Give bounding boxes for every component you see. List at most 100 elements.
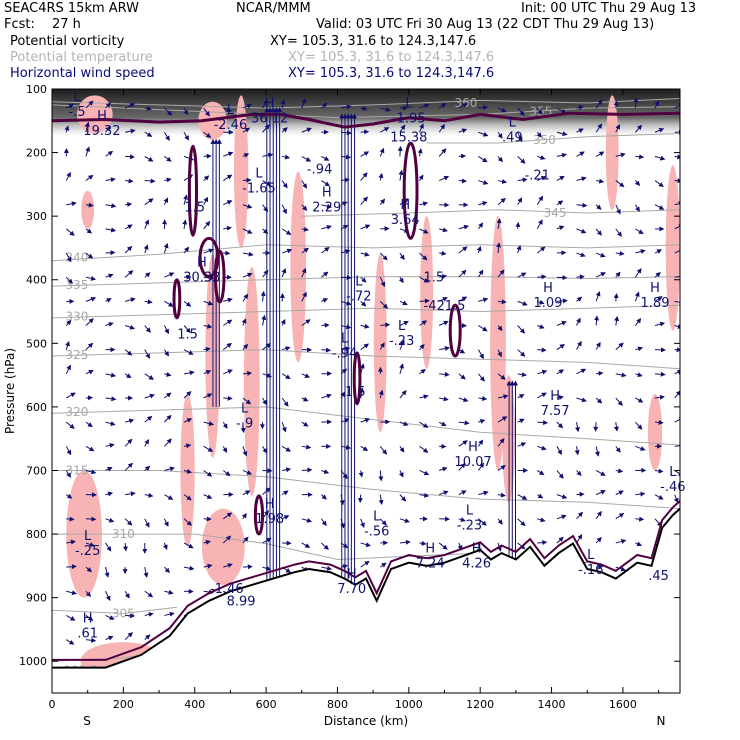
- wind-arrow: [66, 614, 76, 621]
- wind-arrow: [497, 492, 506, 498]
- wind-arrow: [379, 147, 385, 157]
- wind-arrow: [222, 512, 233, 520]
- wind-arrow: [282, 154, 291, 160]
- wind-arrow: [595, 470, 606, 476]
- wind-arrow: [615, 397, 623, 406]
- x-tick-label: 200: [113, 698, 134, 711]
- wind-arrow: [360, 560, 370, 568]
- y-tick-label: 300: [26, 210, 47, 223]
- wind-arrow: [281, 127, 288, 133]
- wind-arrow: [223, 319, 233, 326]
- wind-arrow: [281, 204, 287, 215]
- wind-arrow: [65, 276, 74, 284]
- wind-arrow: [125, 201, 133, 207]
- wind-arrow: [497, 373, 506, 380]
- wind-arrow: [321, 102, 328, 109]
- wind-arrow: [556, 536, 564, 544]
- wind-arrow: [84, 121, 90, 133]
- wind-arrow: [654, 100, 660, 109]
- wind-arrow: [458, 128, 468, 134]
- pv-fill-region: [605, 95, 619, 210]
- y-tick-label: 500: [26, 337, 47, 350]
- wind-arrow: [458, 246, 468, 254]
- wind-arrow: [105, 491, 114, 497]
- pv-fill-region: [81, 190, 95, 229]
- wind-arrow: [281, 445, 291, 452]
- wind-arrow: [242, 293, 249, 302]
- wind-arrow: [556, 421, 564, 429]
- x-tick-label: 0: [49, 698, 56, 711]
- theta-contour: [426, 133, 680, 144]
- wind-arrow: [477, 462, 485, 471]
- wind-arrow: [125, 154, 136, 160]
- wind-arrow: [478, 325, 488, 332]
- wind-arrow: [674, 248, 680, 254]
- wind-arrow: [458, 462, 466, 471]
- wind-arrow: [419, 492, 430, 498]
- wind-arrow: [419, 228, 429, 234]
- field-name-potential-temperature: Potential temperature: [10, 50, 153, 65]
- wind-arrow: [458, 153, 467, 159]
- wind-arrow: [164, 107, 173, 116]
- wind-arrow: [576, 151, 585, 157]
- wind-arrow: [125, 613, 136, 619]
- x-tick-label: 1400: [538, 698, 566, 711]
- wind-arrow: [576, 128, 584, 134]
- wind-arrow: [222, 421, 228, 429]
- wind-arrow: [537, 155, 546, 160]
- pv-contour: [448, 303, 462, 358]
- wind-arrow: [144, 272, 151, 278]
- wind-arrow: [674, 299, 680, 305]
- wind-arrow: [281, 490, 289, 496]
- wind-arrow: [478, 518, 487, 526]
- wind-arrow: [537, 445, 547, 451]
- wind-arrow: [458, 397, 469, 403]
- wind-arrow: [398, 470, 404, 478]
- theta-contour: [52, 244, 680, 262]
- extremum-value: -.25: [75, 544, 100, 559]
- wind-arrow: [222, 342, 232, 351]
- wind-arrow: [203, 539, 211, 545]
- wind-arrow: [105, 517, 115, 523]
- wind-arrow: [379, 252, 388, 261]
- pv-fill-region: [490, 216, 506, 471]
- wind-arrow: [458, 224, 469, 230]
- wind-arrow: [242, 153, 250, 158]
- wind-arrow: [360, 151, 370, 157]
- extremum-value: 19.32: [83, 124, 120, 139]
- wind-arrow: [477, 349, 484, 360]
- wind-arrow: [439, 250, 447, 256]
- y-tick-label: 800: [26, 528, 47, 541]
- extremum-marker: H: [97, 109, 107, 124]
- wind-arrow: [183, 370, 195, 376]
- wind-arrow: [262, 397, 268, 406]
- wind-arrow: [634, 204, 640, 212]
- wind-arrow: [203, 470, 213, 477]
- theta-contour: [52, 304, 680, 319]
- wind-arrow: [615, 539, 627, 544]
- wind-arrow: [595, 291, 601, 302]
- wind-arrow: [105, 467, 113, 472]
- wind-arrow: [203, 445, 214, 452]
- wind-arrow: [280, 318, 286, 326]
- extremum-value: -.9: [236, 417, 253, 432]
- wind-arrow: [281, 268, 287, 278]
- wind-arrow: [203, 393, 213, 399]
- wind-arrow: [340, 104, 352, 110]
- wind-arrow: [478, 396, 488, 401]
- x-end-label-south: S: [83, 714, 91, 728]
- extremum-marker: H: [83, 611, 93, 626]
- wind-arrow: [105, 102, 111, 109]
- extremum-value: 1.5: [423, 270, 444, 285]
- theta-contour: [52, 470, 680, 510]
- wind-arrow: [517, 372, 527, 378]
- theta-contour: [52, 349, 680, 370]
- wind-arrow: [595, 490, 606, 496]
- wind-arrow: [536, 195, 544, 205]
- wind-arrow: [517, 494, 528, 500]
- extremum-value: -.23: [457, 518, 482, 533]
- wind-arrow: [144, 373, 154, 380]
- extremum-value: .45: [648, 569, 669, 584]
- wind-arrow: [536, 131, 542, 138]
- x-tick-label: 600: [256, 698, 277, 711]
